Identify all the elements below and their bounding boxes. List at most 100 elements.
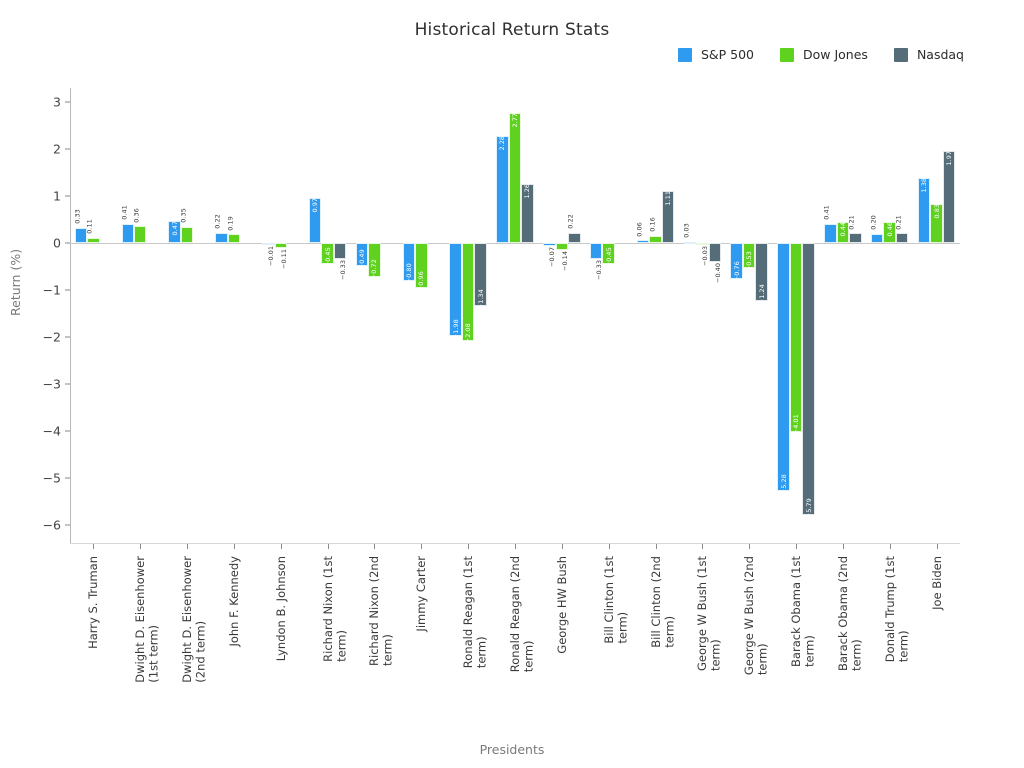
x-axis-tick-label: Lyndon B. Johnson xyxy=(273,556,288,662)
bar[interactable]: 0.03 xyxy=(682,223,697,244)
bar[interactable]: −0.01 xyxy=(262,243,275,266)
bar-value-label: −0.40 xyxy=(713,262,722,283)
bar[interactable]: −0.33 xyxy=(589,243,603,280)
bar[interactable]: 0.35 xyxy=(180,208,194,244)
bar[interactable]: −0.07 xyxy=(543,243,556,267)
bar-group: 0.33 0.11 xyxy=(73,88,112,544)
y-axis-tick-mark xyxy=(65,101,70,103)
bar[interactable]: 0.46 xyxy=(883,221,896,244)
x-axis-tick-label: Bill Clinton (1st term) xyxy=(601,556,630,644)
bar-value-label: −0.07 xyxy=(548,247,557,268)
x-axis-tick-label: Joe Biden xyxy=(929,556,944,610)
x-axis-tick-label: Richard Nixon (1st term) xyxy=(320,556,349,662)
bar[interactable]: −2.08 xyxy=(461,243,475,344)
bar[interactable]: −0.33 xyxy=(333,243,347,280)
bar-group: −0.80 −0.96 xyxy=(402,88,440,544)
bar-value-label: 1.38 xyxy=(919,178,928,193)
x-axis-tick-label: Harry S. Truman xyxy=(86,556,101,649)
bar[interactable]: 0.22 xyxy=(214,215,228,244)
y-axis-tick-label: −2 xyxy=(42,329,61,345)
bar[interactable]: 1.38 xyxy=(917,178,931,244)
bar-value-label: 0.22 xyxy=(566,214,575,230)
bar[interactable]: −5.28 xyxy=(777,243,790,494)
bar[interactable]: −0.49 xyxy=(355,243,369,269)
bar[interactable]: 0.19 xyxy=(226,216,241,244)
bar[interactable]: 2.28 xyxy=(496,135,509,244)
bar[interactable]: −1.98 xyxy=(449,243,462,339)
bar-value-label: 1.11 xyxy=(663,190,672,206)
bar[interactable]: 0.22 xyxy=(567,215,581,244)
bar-value-label: −0.53 xyxy=(744,250,753,271)
bar[interactable]: −0.53 xyxy=(742,243,756,271)
x-axis-tick-label: Bill Clinton (2nd term) xyxy=(648,556,677,648)
x-axis-label: Presidents xyxy=(479,742,545,757)
bar[interactable]: −5.79 xyxy=(802,243,815,519)
bar[interactable]: 0.41 xyxy=(120,206,134,244)
bar[interactable]: −1.34 xyxy=(474,243,487,309)
bar[interactable]: 0.11 xyxy=(86,220,100,244)
bar[interactable]: 0.36 xyxy=(133,208,147,244)
bar[interactable]: 0.21 xyxy=(895,215,909,244)
bar-value-label: −0.76 xyxy=(732,261,741,282)
bar[interactable]: 0.83 xyxy=(930,204,943,244)
x-axis-tick-label: George HW Bush xyxy=(554,556,569,654)
bar[interactable]: −4.01 xyxy=(789,243,803,434)
legend-entry-dow-jones[interactable]: Dow Jones xyxy=(780,47,868,62)
bar-group: −0.07 −0.14 0.22 xyxy=(543,88,581,544)
bar[interactable]: −0.80 xyxy=(402,243,416,283)
plot-area: 3 2 1 0 −1 −2 −3 −4 −5 −6 0.33 0.11 0.41 0.36 0.47 0.35… xyxy=(43,88,960,549)
bar[interactable]: 0.20 xyxy=(870,215,884,244)
bar[interactable]: 0.97 xyxy=(308,197,322,244)
bar-value-label: 0.16 xyxy=(648,217,656,232)
x-axis-tick-mark xyxy=(374,544,376,549)
bar-group: −0.76 −0.53 −1.24 xyxy=(730,88,768,544)
y-axis-tick-mark xyxy=(65,289,70,291)
bar-value-label: 2.28 xyxy=(498,135,507,151)
bar-value-label: 0.36 xyxy=(132,207,141,223)
bar-group: 2.28 2.77 1.26 xyxy=(496,88,534,544)
bar-value-label: −0.96 xyxy=(417,271,426,291)
zero-baseline xyxy=(70,243,960,245)
bar-value-label: −0.14 xyxy=(560,250,569,271)
y-axis-tick-label: 2 xyxy=(53,141,61,157)
x-axis-tick-mark xyxy=(233,544,235,549)
bar-group: 0.41 0.36 xyxy=(120,88,159,544)
legend-swatch-icon xyxy=(780,47,794,62)
y-axis-tick-mark xyxy=(65,430,70,432)
legend-entry-s-p-500[interactable]: S&P 500 xyxy=(677,47,754,62)
bar[interactable]: 0.41 xyxy=(823,206,837,244)
x-axis-tick-mark xyxy=(608,544,610,549)
bar[interactable]: −0.45 xyxy=(602,243,615,267)
bar[interactable]: 0.44 xyxy=(836,222,850,244)
bar[interactable]: −0.45 xyxy=(321,243,334,267)
y-axis-tick-mark xyxy=(65,242,70,244)
bar[interactable]: 1.26 xyxy=(521,183,534,244)
bar[interactable]: −0.72 xyxy=(368,243,381,280)
bar[interactable]: −0.96 xyxy=(415,243,428,291)
bar[interactable]: 1.11 xyxy=(661,190,675,244)
bar-group: 0.22 0.19 xyxy=(214,88,252,544)
x-axis-tick-mark xyxy=(468,544,470,549)
bar[interactable]: −0.14 xyxy=(555,243,569,271)
bar[interactable]: 1.97 xyxy=(942,150,956,244)
bar[interactable]: 0.21 xyxy=(848,215,862,244)
bar-value-label: −2.08 xyxy=(463,323,472,344)
bar[interactable]: −0.03 xyxy=(696,243,709,266)
y-axis-tick-mark xyxy=(65,336,70,338)
x-axis-tick-mark xyxy=(842,544,844,549)
bar[interactable]: −0.76 xyxy=(730,243,743,282)
bar-value-label: −0.33 xyxy=(339,259,348,280)
y-axis-tick-label: −1 xyxy=(42,282,61,298)
bar[interactable]: 0.47 xyxy=(168,221,181,244)
bar[interactable]: −0.40 xyxy=(708,243,722,283)
bar[interactable]: −1.24 xyxy=(755,243,768,305)
bar-value-label: −5.79 xyxy=(804,498,813,519)
bar-value-label: 0.22 xyxy=(213,214,222,230)
bar[interactable]: −0.11 xyxy=(274,243,288,269)
bar[interactable]: 0.16 xyxy=(648,217,662,244)
legend-entry-nasdaq[interactable]: Nasdaq xyxy=(893,47,964,62)
bar-value-label: −1.24 xyxy=(757,284,766,305)
bar[interactable]: 0.33 xyxy=(73,209,88,244)
bar[interactable]: 0.06 xyxy=(636,222,650,244)
bar[interactable]: 2.77 xyxy=(508,112,522,244)
